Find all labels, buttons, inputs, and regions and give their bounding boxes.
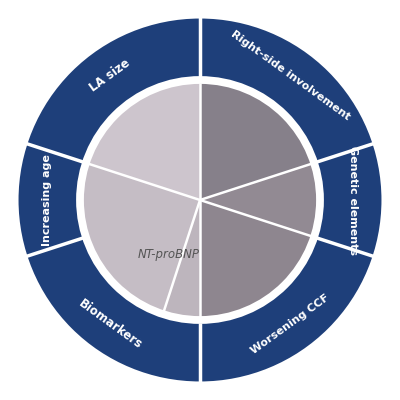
Wedge shape: [17, 144, 83, 256]
Wedge shape: [200, 83, 312, 200]
Wedge shape: [83, 164, 200, 312]
Wedge shape: [200, 238, 374, 383]
Text: Increasing age: Increasing age: [42, 154, 52, 246]
Text: Genetic elements: Genetic elements: [348, 146, 358, 254]
Text: Biomarkers: Biomarkers: [76, 297, 144, 352]
Wedge shape: [77, 77, 323, 323]
Wedge shape: [26, 17, 200, 162]
Wedge shape: [200, 17, 374, 162]
Wedge shape: [200, 164, 317, 236]
Wedge shape: [88, 83, 200, 200]
Wedge shape: [200, 200, 312, 317]
Wedge shape: [26, 238, 200, 383]
Text: NT-proBNP: NT-proBNP: [138, 248, 200, 261]
Text: Worsening CCF: Worsening CCF: [249, 292, 331, 356]
Text: LA size: LA size: [87, 57, 132, 95]
Wedge shape: [317, 144, 383, 256]
Wedge shape: [164, 200, 200, 317]
Text: Right-side involvement: Right-side involvement: [229, 30, 352, 122]
